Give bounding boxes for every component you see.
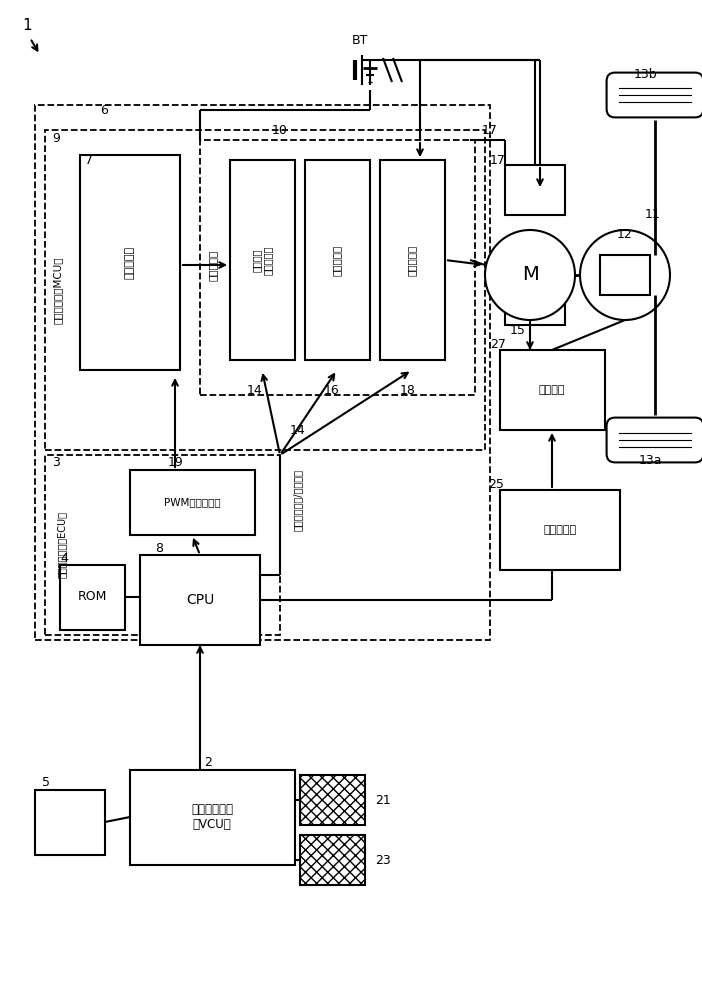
Bar [80,155,180,370]
Bar [45,130,485,450]
Text: 制动控制部: 制动控制部 [543,525,576,535]
Circle shape [485,230,575,320]
Text: M: M [522,265,538,284]
Text: 27: 27 [490,338,506,351]
FancyBboxPatch shape [607,73,702,117]
Text: 4: 4 [60,552,68,564]
Text: 13a: 13a [638,454,662,466]
Text: 12: 12 [617,229,633,241]
Text: 16: 16 [324,383,340,396]
FancyBboxPatch shape [607,418,702,462]
Text: BT: BT [352,33,368,46]
Bar [500,490,620,570]
Text: 17: 17 [490,153,506,166]
Bar [140,555,260,645]
Bar [300,775,365,825]
Bar [60,565,125,630]
Text: ROM: ROM [77,590,107,603]
Text: 通电停止部: 通电停止部 [332,244,342,276]
Bar [505,290,565,325]
Bar [35,105,490,640]
Bar [500,350,605,430]
Bar [200,140,475,395]
Text: 18: 18 [400,383,416,396]
Bar [130,770,295,865]
Text: 6: 6 [100,104,108,116]
Text: 14: 14 [290,424,306,436]
Text: 9: 9 [52,131,60,144]
Bar [230,160,295,360]
Text: 23: 23 [375,854,391,866]
Text: 预驱动器部: 预驱动器部 [125,245,135,279]
Bar [380,160,445,360]
Text: 3: 3 [52,456,60,468]
Text: 驻车锁止
信号検测部: 驻车锁止 信号検测部 [251,245,273,275]
Text: 11: 11 [645,209,661,222]
Bar [305,160,370,360]
Text: 13b: 13b [633,68,657,82]
Text: 电子控制单元（ECU）: 电子控制单元（ECU） [57,512,67,578]
Bar [35,790,105,855]
Bar [600,255,650,295]
Bar [505,165,565,215]
Text: 17: 17 [482,123,498,136]
Text: 14: 14 [247,383,263,396]
Text: 5: 5 [42,776,50,788]
Bar [300,835,365,885]
Text: 25: 25 [488,478,504,490]
Text: 车辆控制装置
（VCU）: 车辆控制装置 （VCU） [191,803,233,831]
Text: 制动机构: 制动机构 [538,385,565,395]
Text: PWM信号生成部: PWM信号生成部 [164,497,220,507]
Text: 1: 1 [22,17,32,32]
Text: 10: 10 [272,123,288,136]
Text: 8: 8 [155,542,163,554]
Text: CPU: CPU [186,593,214,607]
Text: 7: 7 [85,153,93,166]
Text: 19: 19 [168,456,184,468]
Text: 逆变器电路: 逆变器电路 [208,249,218,281]
Text: 马达控制部（MCU）: 马达控制部（MCU） [53,256,63,324]
Bar [45,455,280,635]
Bar [130,470,255,535]
Circle shape [580,230,670,320]
Text: 马达驱动部: 马达驱动部 [407,244,417,276]
Text: 驻车锁止指示/解除信号: 驻车锁止指示/解除信号 [293,469,303,531]
Text: 2: 2 [204,756,212,768]
Text: 21: 21 [375,794,391,806]
Text: 15: 15 [510,324,526,336]
